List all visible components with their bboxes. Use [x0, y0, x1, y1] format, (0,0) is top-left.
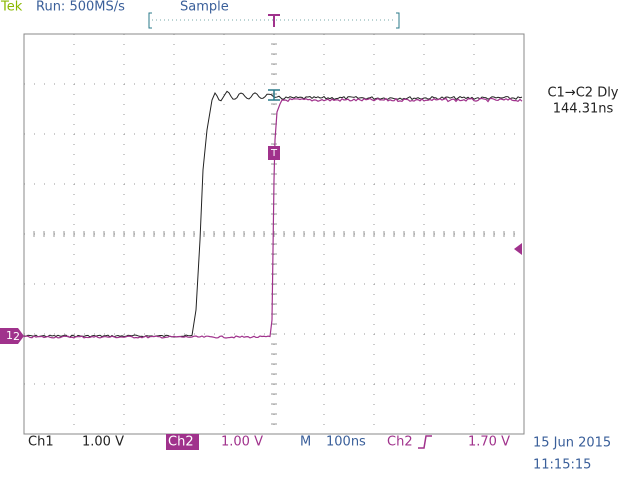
graticule [23, 33, 525, 435]
ch1-marker: 1 [6, 329, 13, 342]
trigger-level-marker [514, 243, 522, 255]
ch2-scale: 1.00 V [221, 435, 263, 450]
ch2-trigger-box [268, 146, 280, 160]
ch1-label: Ch1 [28, 435, 54, 450]
ch2-label: Ch2 [168, 435, 194, 450]
brand: Tek [0, 0, 23, 15]
ch1-scale: 1.00 V [82, 435, 124, 450]
timebase-label: M [300, 435, 311, 450]
measurement-label: C1→C2 Dly [547, 86, 618, 101]
ch1-ref-marker [268, 89, 280, 101]
ch1-trace [23, 90, 523, 338]
measurement-value: 144.31ns [553, 102, 614, 117]
ground-marker [0, 328, 24, 344]
run-status: Run: 500MS/s [36, 0, 125, 15]
date: 15 Jun 2015 [533, 436, 611, 451]
trigger-position [268, 14, 280, 27]
ch2-label-box [166, 434, 199, 450]
ch2-trace [23, 97, 523, 339]
bracket-right [396, 12, 400, 29]
graticule-border [23, 33, 525, 435]
timebase: 100ns [326, 435, 366, 450]
ch2-marker: 2 [13, 330, 20, 343]
time: 11:15:15 [533, 458, 591, 473]
record-bracket [148, 12, 400, 29]
trigger-level: 1.70 V [468, 435, 510, 450]
acq-mode: Sample [180, 0, 229, 15]
trigger-source: Ch2 [387, 435, 413, 450]
bracket-left [148, 12, 152, 29]
trigger-marker: T [270, 148, 278, 159]
trigger-slope [418, 435, 432, 449]
